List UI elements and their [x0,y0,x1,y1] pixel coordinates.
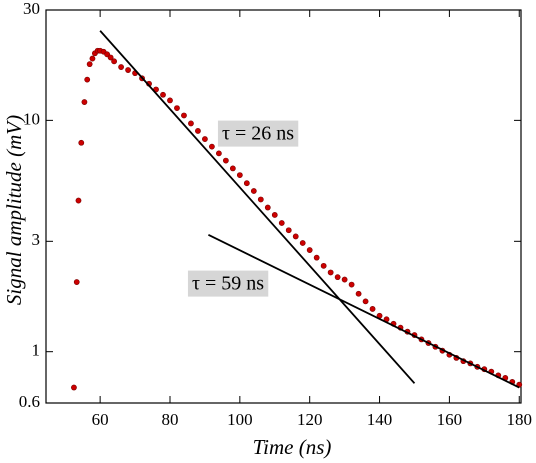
data-point [167,97,173,104]
data-point [229,165,236,172]
y-axis-title: Signal amplitude (mV) [2,115,26,305]
data-point [348,281,355,288]
data-point [257,196,264,203]
x-tick-label: 180 [507,410,533,429]
data-point [89,55,96,62]
y-tick-label: 10 [23,109,40,128]
data-point [355,290,362,297]
data-point [341,276,348,283]
data-point [84,76,91,83]
data-point [188,120,194,127]
x-axis-title: Time (ns) [253,435,332,459]
data-point [271,212,278,218]
plot-frame [45,9,522,404]
x-tick-label: 60 [92,410,109,429]
data-point [243,180,250,187]
data-point [299,240,306,246]
annotation: τ = 26 ns [222,123,294,145]
data-point [73,279,80,285]
annotation: τ = 59 ns [192,273,264,295]
data-point [292,233,299,240]
x-tick-label: 160 [437,410,463,429]
data-point [78,139,85,146]
data-point [362,298,369,305]
annotation-bg [187,270,269,297]
data-point [236,172,243,178]
y-tick-label: 3 [32,230,41,249]
data-point [215,150,222,157]
y-tick-label: 0.6 [19,392,40,411]
data-point [369,306,376,312]
data-point [327,269,334,276]
data-point [107,54,114,61]
data-point [320,262,327,269]
data-point [174,105,180,111]
data-point [86,61,93,68]
data-point [118,64,124,70]
data-point [306,247,313,253]
data-point [81,99,88,105]
x-tick-label: 120 [297,410,323,429]
data-point [334,274,341,281]
data-point [111,58,118,65]
x-tick-label: 140 [367,410,393,429]
data-point [285,227,292,234]
data-point [125,67,131,73]
data-point [278,220,285,226]
data-point [313,254,320,261]
data-point [75,197,82,204]
data-point [209,143,215,150]
data-point [222,157,229,164]
annotation-bg [217,120,299,147]
data-point [160,91,166,98]
y-tick-label: 1 [32,341,41,360]
data-point [71,384,77,391]
data-point [195,128,201,134]
y-tick-label: 30 [23,0,40,18]
fit-line [99,30,416,384]
data-point [181,112,187,119]
x-tick-label: 80 [161,410,178,429]
data-point [250,188,257,194]
data-point [264,204,271,211]
x-tick-label: 100 [227,410,253,429]
data-point [202,136,208,142]
fit-line [208,234,520,389]
